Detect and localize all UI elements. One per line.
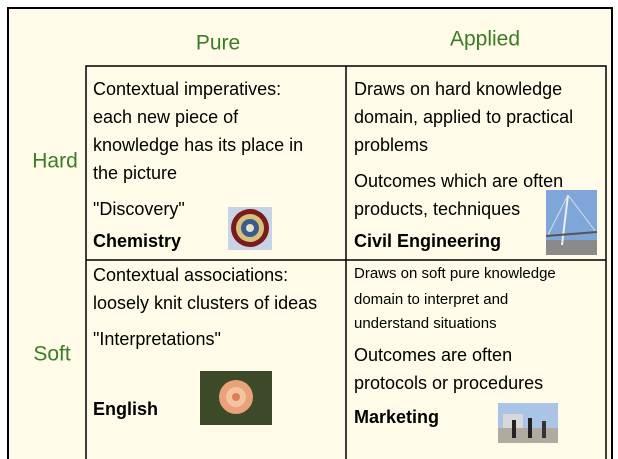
cell-text: Draws on hard knowledge [354,79,562,99]
chemistry-image [228,207,272,250]
example-label: Marketing [354,407,439,427]
column-header: Applied [450,28,520,51]
cell-text: domain to interpret and [354,291,508,308]
marketing-image [498,403,558,443]
cell-text: Draws on soft pure knowledge [354,265,556,282]
cell-text: products, techniques [354,199,520,219]
cell-text: loosely knit clusters of ideas [93,293,317,313]
cell-text: "Discovery" [93,199,185,219]
example-label: English [93,399,158,419]
row-label: Hard [32,150,78,173]
cell-text: the picture [93,163,177,183]
civil-engineering-image [545,190,598,255]
cell-text: protocols or procedures [354,373,543,393]
example-label: Civil Engineering [354,231,501,251]
cell-text: Outcomes which are often [354,171,563,191]
cell-text: understand situations [354,315,497,332]
cell-text: "Interpretations" [93,329,221,349]
cell-text: Contextual associations: [93,265,288,285]
cell-text: each new piece of [93,107,239,127]
cell-text: domain, applied to practical [354,107,573,127]
english-image [200,371,272,425]
column-header: Pure [196,32,240,55]
matrix-grid [85,65,607,459]
cell-text: problems [354,135,428,155]
example-label: Chemistry [93,231,181,251]
cell-text: knowledge has its place in [93,135,303,155]
cell-text: Contextual imperatives: [93,79,281,99]
cell-text: Outcomes are often [354,345,512,365]
row-label: Soft [33,343,71,366]
